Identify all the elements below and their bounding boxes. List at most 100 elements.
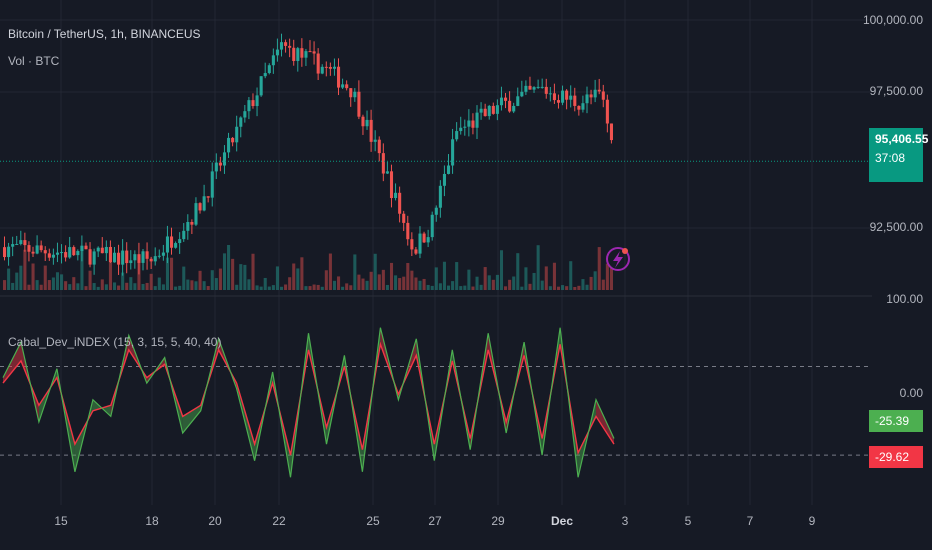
candle-body [284,42,288,46]
volume-bar [92,283,96,290]
symbol-title[interactable]: Bitcoin / TetherUS, 1h, BINANCEUS [8,27,201,41]
band-fill [182,405,201,433]
volume-bar [15,272,19,290]
candle-body [459,127,463,132]
volume-bar [104,284,108,290]
candle-body [353,91,357,98]
candle-body [51,254,55,258]
volume-bar [487,275,491,290]
volume-bar [121,272,125,290]
candle-body [129,260,133,264]
candle-body [385,171,389,174]
candle-body [337,66,341,88]
volume-bar [149,273,153,290]
volume-bar [581,279,585,290]
candle-body [398,192,402,214]
candle-body [68,247,72,258]
alert-dot [622,248,628,254]
candle-body [227,137,231,153]
candle-body [64,252,68,258]
candle-body [3,247,7,258]
candle-body [157,255,161,257]
volume-bar [206,286,210,290]
slow-line [2,341,615,456]
volume-bar [328,253,332,290]
volume-bar [353,254,357,290]
candle-body [324,66,328,68]
candle-body [206,196,210,198]
volume-bar [597,247,601,290]
candle-body [125,250,129,264]
volume-bar [585,284,589,290]
volume-bar [72,277,76,290]
volume-bar [536,245,540,290]
candle-body [112,252,117,263]
volume-bar [508,279,512,290]
candle-body [520,91,524,97]
volume-bar [96,286,100,290]
candle-body [377,139,381,154]
candle-body [446,165,451,174]
volume-bar [214,278,218,290]
volume-bar [51,277,55,290]
volume-bar [170,257,174,290]
volume-bar [414,277,418,290]
volume-bar [463,285,467,290]
candle-body [463,126,467,128]
candle-body [487,105,491,117]
candle-body [308,51,312,53]
candle-body [577,105,581,110]
candle-body [279,42,284,50]
candle-body [609,123,613,141]
candle-body [198,203,202,211]
volume-bar [80,250,84,290]
volume-bar [459,286,463,290]
candle-body [426,237,430,243]
volume-bar [304,286,308,290]
candle-body [536,86,540,88]
volume-bar [231,258,235,290]
volume-bar [475,276,479,290]
price-axis-label: 97,500.00 [869,84,923,98]
candle-body [467,120,471,127]
volume-bar [589,276,593,290]
volume-bar [512,276,516,290]
grid-lines [0,0,872,505]
candle-body [222,152,227,166]
indicator-legend[interactable]: Cabal_Dev_iNDEX (15, 3, 15, 5, 40, 40) [8,335,222,349]
candle-body [320,66,324,74]
volume-bar [247,279,251,290]
volume-bar [259,286,263,290]
candle-body [418,233,422,254]
candle-body [174,243,178,248]
candle-body [231,137,235,143]
time-axis-label: Dec [550,514,574,528]
candle-body [410,239,414,250]
volume-bar [222,253,227,290]
volume-bar [263,277,267,290]
volume-bar [385,284,389,290]
candle-body [149,258,153,262]
alert-badge[interactable] [606,247,630,271]
candle-body [475,112,479,128]
candle-body [194,203,198,225]
candle-body [304,51,308,58]
volume-bar [3,280,7,290]
volume-bar [316,284,320,290]
volume-bar [552,262,556,290]
volume-bar [540,280,544,290]
candle-body [597,89,601,92]
candle-body [243,111,247,118]
volume-bar [64,281,68,290]
volume-bar [7,268,11,290]
candle-body [263,73,267,77]
candle-body [589,94,593,98]
volume-bar [55,272,60,290]
candle-body [11,244,15,247]
candle-body [133,254,137,261]
candle-body [605,99,609,124]
volume-legend[interactable]: Vol · BTC [8,54,60,68]
volume-bar [296,268,300,290]
candle-body [565,90,569,100]
